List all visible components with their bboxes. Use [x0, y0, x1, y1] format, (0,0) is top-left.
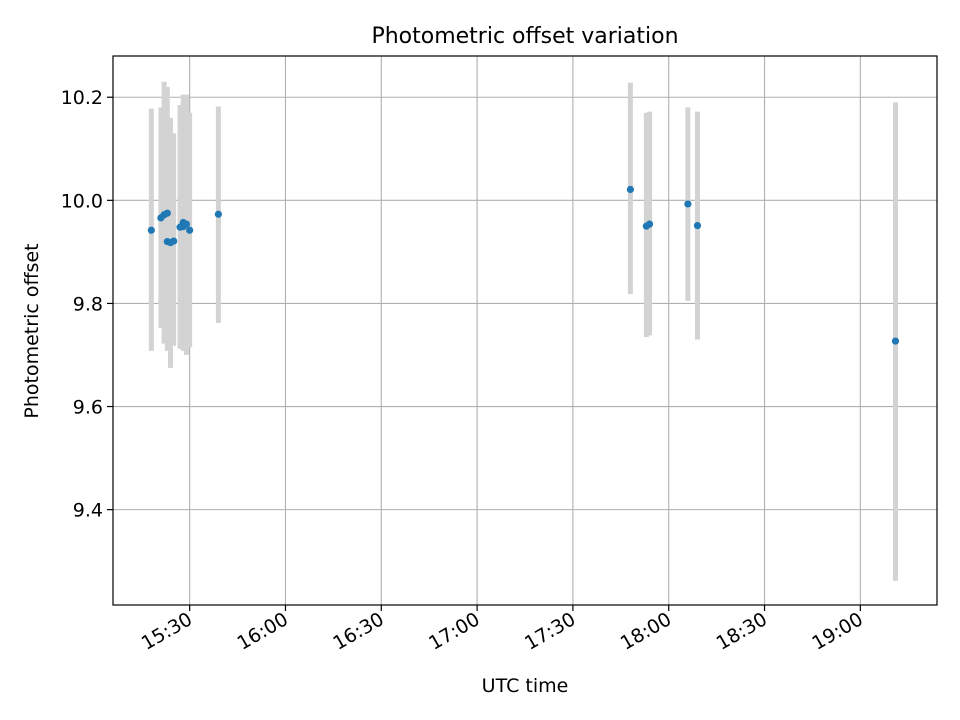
axes-frame — [112, 55, 938, 606]
y-tick-label: 9.4 — [73, 500, 103, 522]
data-point — [693, 221, 702, 230]
y-tick-label: 9.8 — [73, 293, 103, 315]
y-tick-label: 10.2 — [61, 87, 103, 109]
data-point — [891, 337, 900, 345]
data-points — [147, 185, 900, 345]
data-point — [182, 220, 191, 228]
data-point — [214, 210, 222, 218]
data-point — [147, 226, 155, 234]
y-tick-label: 9.6 — [73, 397, 103, 419]
y-axis-ticks: 9.4 9.6 9.8 10.0 10.2 — [61, 87, 113, 522]
data-point — [163, 209, 171, 217]
data-point — [170, 237, 178, 245]
data-point — [626, 185, 634, 194]
x-axis-label: UTC time — [482, 675, 569, 697]
y-axis-label: Photometric offset — [21, 243, 43, 418]
chart-title: Photometric offset variation — [371, 24, 678, 49]
data-point — [645, 220, 654, 228]
data-point — [684, 200, 692, 208]
y-tick-label: 10.0 — [61, 190, 103, 212]
data-point — [186, 226, 194, 234]
